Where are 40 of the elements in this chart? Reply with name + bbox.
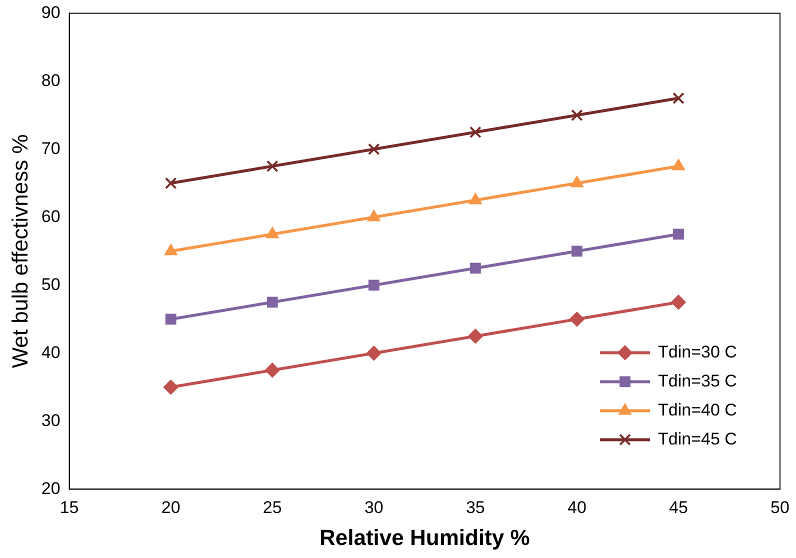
point (366, 346, 382, 361)
x-tick-label: 25 (262, 498, 282, 518)
point (163, 380, 178, 395)
point (368, 143, 380, 156)
point (571, 246, 582, 257)
point (470, 262, 481, 274)
y-tick-label: 50 (41, 274, 60, 294)
legend-label: Tdin=35 C (658, 371, 737, 390)
y-tick-label: 40 (41, 342, 60, 362)
x-tick-label: 30 (364, 498, 384, 518)
point (164, 177, 177, 190)
point (570, 109, 583, 122)
point (569, 312, 584, 327)
x-tick-label: 15 (60, 498, 79, 518)
y-tick-label: 70 (41, 138, 60, 158)
x-tick-label: 40 (567, 498, 586, 518)
point (165, 314, 176, 325)
y-tick-label: 30 (41, 410, 60, 430)
point (266, 296, 278, 308)
point (264, 362, 280, 378)
x-tick-label: 20 (161, 498, 180, 518)
x-tick-label: 45 (669, 498, 688, 518)
point (673, 228, 684, 240)
point (266, 160, 278, 172)
point (368, 280, 380, 291)
x-tick-label: 35 (466, 498, 485, 518)
legend-label: Tdin=30 C (658, 342, 737, 362)
legend-label: Tdin=40 C (658, 400, 737, 420)
point (670, 294, 686, 310)
y-axis-title: Wet bulb effectivness % (7, 134, 32, 368)
x-tick-label: 50 (770, 498, 790, 518)
point (468, 328, 483, 344)
y-tick-label: 20 (41, 478, 60, 498)
x-axis-title: Relative Humidity % (320, 524, 530, 550)
legend-label: Tdin=45 C (658, 429, 737, 448)
point (672, 92, 684, 104)
y-tick-label: 90 (41, 2, 60, 22)
point (469, 126, 482, 138)
y-tick-label: 60 (41, 206, 60, 226)
y-tick-label: 80 (41, 70, 60, 90)
